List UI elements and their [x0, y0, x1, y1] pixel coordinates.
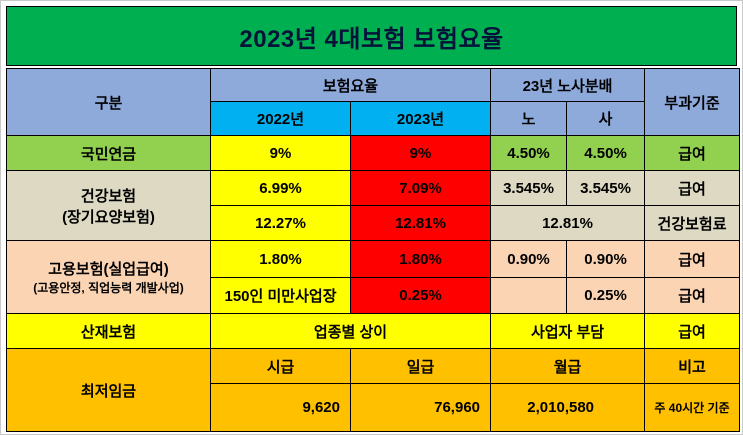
header-year-2023: 2023년	[349, 101, 492, 136]
health-employer-share: 3.545%	[566, 170, 646, 206]
row-pension: 국민연금 9% 9% 4.50% 4.50% 급여	[6, 135, 741, 171]
health-label: 건강보험 (장기요양보험)	[6, 170, 211, 241]
row-health-1: 건강보험 (장기요양보험) 6.99% 7.09% 3.545% 3.545% …	[6, 170, 741, 241]
longterm-split: 12.81%	[490, 205, 646, 241]
row-employment-2: 150인 미만사업장 0.25% 0.25% 급여	[7, 277, 741, 314]
minwage-note-value: 주 40시간 기준	[644, 383, 741, 432]
employment-label-line2: (고용안정, 직업능력 개발사업)	[33, 281, 184, 295]
row-minwage-header: 최저임금 시급 일급 월급 비고	[6, 348, 741, 432]
health-basis: 급여	[644, 170, 741, 206]
header-year-2022: 2022년	[210, 101, 351, 136]
minwage-hourly-value: 9,620	[210, 383, 351, 432]
pension-employer-share: 4.50%	[566, 135, 646, 171]
employment-small-biz-rate: 0.25%	[349, 277, 492, 314]
longterm-basis: 건강보험료	[644, 205, 741, 241]
longterm-rate-2023: 12.81%	[349, 205, 492, 241]
industrial-rate: 업종별 상이	[209, 313, 492, 349]
header-row-2: 2022년 2023년 노 사	[7, 101, 740, 136]
employment-employer-share-2: 0.25%	[566, 277, 646, 314]
minwage-daily-value: 76,960	[349, 383, 492, 432]
employment-basis-2: 급여	[644, 277, 741, 314]
minwage-hourly-header: 시급	[210, 348, 351, 384]
row-minwage-values: 9,620 76,960 2,010,580 주 40시간 기준	[7, 383, 741, 432]
header-rate-group: 보험요율	[209, 68, 492, 102]
pension-basis: 급여	[644, 135, 741, 171]
employment-small-biz-label: 150인 미만사업장	[210, 277, 351, 314]
header-split-group: 23년 노사분배	[490, 68, 646, 102]
header-category: 구분	[6, 68, 211, 136]
pension-worker-share: 4.50%	[490, 135, 568, 171]
employment-basis: 급여	[644, 240, 741, 278]
employment-employer-share: 0.90%	[566, 240, 646, 278]
health-rate-2022: 6.99%	[210, 170, 351, 206]
pension-label: 국민연금	[6, 135, 211, 171]
minwage-monthly-header: 월급	[490, 348, 646, 384]
employment-worker-share-2	[490, 277, 568, 314]
employment-label-line1: 고용보험(실업급여)	[48, 261, 169, 278]
minwage-label: 최저임금	[6, 348, 211, 432]
employment-worker-share: 0.90%	[490, 240, 568, 278]
employment-rate-2022: 1.80%	[210, 240, 351, 278]
pension-rate-2023: 9%	[349, 135, 492, 171]
minwage-note-header: 비고	[644, 348, 741, 384]
header-basis: 부과기준	[644, 68, 741, 136]
insurance-rate-table: 구분 보험요율 23년 노사분배 부과기준 2022년 2023년 노 사 국민…	[6, 68, 741, 432]
employment-rate-2023: 1.80%	[349, 240, 492, 278]
health-worker-share: 3.545%	[490, 170, 568, 206]
header-row-1: 구분 보험요율 23년 노사분배 부과기준	[6, 68, 741, 136]
minwage-monthly-value: 2,010,580	[490, 383, 646, 432]
minwage-daily-header: 일급	[349, 348, 492, 384]
row-employment-1: 고용보험(실업급여) (고용안정, 직업능력 개발사업) 1.80% 1.80%…	[6, 240, 741, 314]
industrial-split: 사업자 부담	[490, 313, 646, 349]
header-employer: 사	[566, 101, 646, 136]
row-industrial: 산재보험 업종별 상이 사업자 부담 급여	[6, 313, 741, 349]
employment-label: 고용보험(실업급여) (고용안정, 직업능력 개발사업)	[6, 240, 211, 314]
health-label-line1: 건강보험	[80, 187, 137, 205]
industrial-basis: 급여	[644, 313, 741, 349]
health-rate-2023: 7.09%	[349, 170, 492, 206]
longterm-rate-2022: 12.27%	[210, 205, 351, 241]
industrial-label: 산재보험	[6, 313, 211, 349]
health-label-line2: (장기요양보험)	[62, 208, 155, 226]
page-title: 2023년 4대보험 보험요율	[6, 6, 737, 66]
row-health-2: 12.27% 12.81% 12.81% 건강보험료	[7, 205, 741, 241]
pension-rate-2022: 9%	[210, 135, 351, 171]
header-worker: 노	[490, 101, 568, 136]
